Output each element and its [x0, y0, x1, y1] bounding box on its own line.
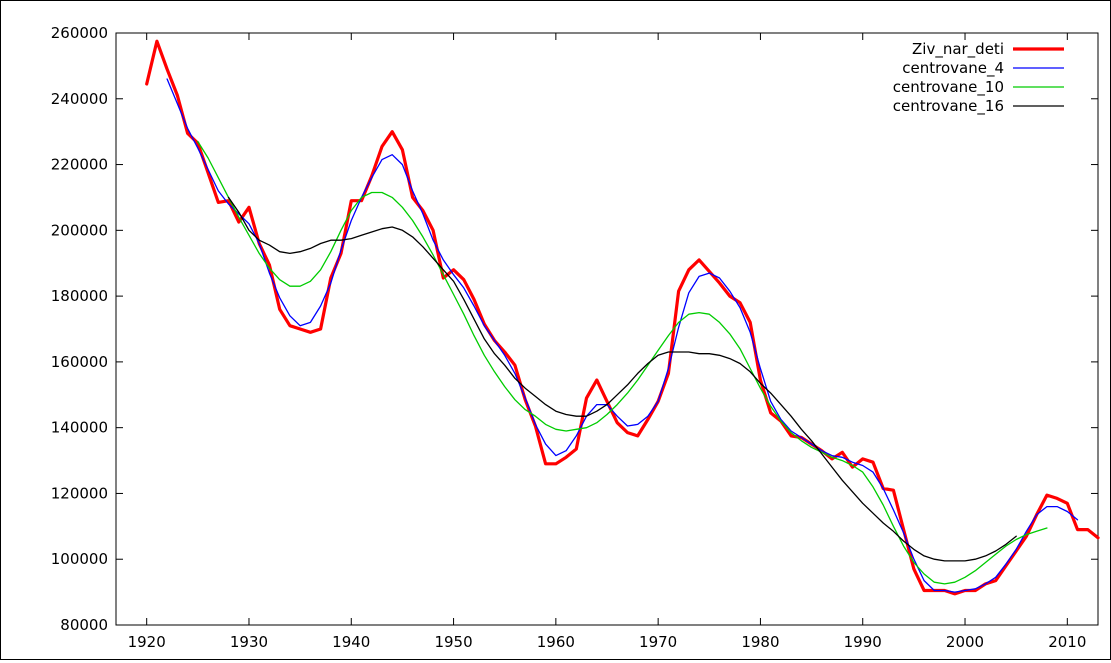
y-tick-label: 240000: [51, 90, 108, 108]
x-tick-label: 1940: [332, 633, 370, 651]
x-axis: 1920 1930 1940 1950 1960 1970 1980 1990 2000 2010: [128, 33, 1086, 651]
series-line-centrovane-4: [166, 78, 1079, 593]
y-tick-label: 220000: [51, 156, 108, 174]
x-tick-label: 1950: [434, 633, 472, 651]
plot-border: [115, 32, 1099, 626]
series-layer: [145, 39, 1100, 596]
y-tick-label: 80000: [60, 616, 108, 634]
y-tick-label: 120000: [51, 484, 108, 502]
y-tick-label: 200000: [51, 221, 108, 239]
y-axis: 80000 100000 120000 140000 160000 180000 20000…: [51, 24, 1098, 634]
plot-area: [115, 32, 1099, 626]
legend-label-centrovane-16: centrovane_16: [893, 97, 1004, 116]
legend-label-ziv-nar-deti: Ziv_nar_deti: [912, 40, 1004, 59]
series-line-ziv-nar-deti: [145, 39, 1100, 596]
y-tick-label: 100000: [51, 550, 108, 568]
series-line-centrovane-16: [227, 196, 1017, 562]
x-tick-label: 1930: [230, 633, 268, 651]
y-tick-label: 180000: [51, 287, 108, 305]
y-tick-label: 140000: [51, 419, 108, 437]
y-tick-label: 260000: [51, 24, 108, 42]
x-tick-label: 1990: [844, 633, 882, 651]
legend-label-centrovane-10: centrovane_10: [893, 78, 1004, 97]
x-tick-label: 2000: [946, 633, 984, 651]
legend-label-centrovane-4: centrovane_4: [902, 59, 1004, 78]
x-tick-label: 2010: [1048, 633, 1086, 651]
y-tick-label: 160000: [51, 353, 108, 371]
x-tick-label: 1970: [639, 633, 677, 651]
series-line-centrovane-10: [197, 140, 1048, 585]
x-tick-label: 1980: [741, 633, 779, 651]
legend: Ziv_nar_deticentrovane_4centrovane_10cen…: [893, 40, 1064, 116]
x-tick-label: 1920: [128, 633, 166, 651]
x-tick-label: 1960: [537, 633, 575, 651]
